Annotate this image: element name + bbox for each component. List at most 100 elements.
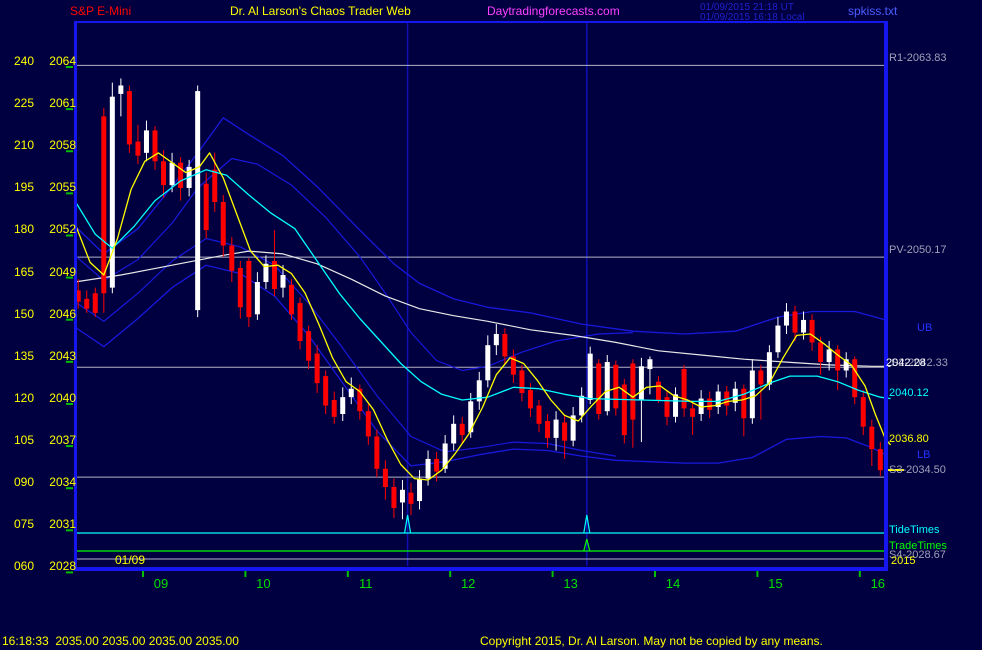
- y-axis-minutes-label: 165: [13, 264, 34, 279]
- x-axis-hour-label: 13: [563, 576, 578, 591]
- timestamp-local: 01/09/2015 16:18 Local: [700, 12, 805, 23]
- y-axis-tick: [66, 360, 73, 363]
- right-label-s3-2034-50: S3-2034.50: [889, 464, 946, 476]
- candle-body: [587, 353, 593, 400]
- right-label-s2-2042-33: S2-2042.33: [891, 357, 948, 369]
- candle-body: [877, 449, 883, 471]
- candle-body: [510, 356, 516, 375]
- x-axis-tick: [551, 571, 554, 577]
- candle-body: [229, 245, 235, 271]
- candle-body: [399, 489, 405, 503]
- right-label-s4-2028-67: S4-2028.67: [889, 549, 946, 561]
- copyright-notice: Copyright 2015, Dr. Al Larson. May not b…: [480, 634, 823, 648]
- y-axis-minutes-label: 225: [13, 96, 34, 111]
- candle-body: [126, 91, 132, 145]
- y-axis-minutes-label: 195: [13, 180, 34, 195]
- candle-body: [664, 397, 670, 417]
- chart-border-right: [884, 21, 888, 571]
- candle-body: [425, 458, 431, 479]
- candle-body: [536, 405, 542, 424]
- y-axis-price-label: 2043: [49, 348, 76, 363]
- candle-body: [391, 487, 397, 509]
- candle-body: [502, 333, 508, 357]
- quote-status-line: 16:18:33 2035.00 2035.00 2035.00 2035.00: [2, 634, 239, 648]
- y-axis-price-label: 2028: [49, 559, 76, 574]
- x-axis-hour-label: 12: [460, 576, 476, 591]
- right-label-ub: UB: [917, 322, 933, 334]
- y-axis-tick: [66, 66, 73, 68]
- series-lower-band-inner: [74, 237, 616, 457]
- candle-body: [741, 388, 747, 419]
- site-link[interactable]: Daytradingforecasts.com: [487, 4, 620, 18]
- right-label-tidetimes: TideTimes: [889, 524, 940, 536]
- instrument-label: S&P E-Mini: [70, 4, 132, 18]
- data-file-link[interactable]: spkiss.txt: [848, 4, 898, 18]
- candle-body: [161, 161, 167, 186]
- y-axis-tick: [66, 529, 73, 532]
- right-label-2042-28: 2042.28: [886, 357, 926, 369]
- y-axis-minutes-label: 075: [13, 517, 34, 532]
- y-axis-minutes-label: 240: [13, 54, 34, 68]
- y-axis-tick: [66, 445, 73, 448]
- right-label-lb: LB: [917, 449, 931, 461]
- candle-body: [434, 458, 440, 472]
- candle-body: [801, 319, 807, 333]
- timestamp-ut: 01/09/2015 21:18 UT: [700, 2, 794, 13]
- candle-body: [382, 468, 388, 488]
- candle-body: [408, 492, 414, 504]
- y-axis-price-label: 2061: [49, 96, 76, 111]
- y-axis-tick: [66, 276, 73, 279]
- candle-body: [84, 298, 90, 309]
- candle-body: [323, 376, 329, 406]
- candle-body: [545, 421, 551, 438]
- y-axis-tick: [66, 234, 73, 237]
- x-axis-tick: [858, 571, 861, 577]
- y-axis-minutes-label: 060: [13, 559, 34, 574]
- candle-body: [331, 399, 337, 417]
- candle-body: [519, 370, 525, 393]
- candle-body: [135, 141, 141, 156]
- candle-body: [553, 419, 559, 438]
- right-label-2015: 2015: [891, 555, 916, 567]
- candle-body: [143, 130, 149, 153]
- candle-body: [365, 411, 371, 437]
- candle-body: [818, 342, 824, 363]
- series-lower-band-outer: [74, 264, 886, 467]
- y-axis-minutes-label: 210: [13, 138, 34, 153]
- candle-body: [715, 391, 721, 407]
- y-axis-tick: [66, 150, 73, 153]
- candle-body: [792, 311, 798, 333]
- candle-body: [681, 369, 687, 409]
- y-axis-price-label: 2064: [49, 54, 76, 68]
- x-axis-tick: [756, 571, 759, 577]
- candle-body: [118, 85, 124, 94]
- candle-body: [630, 363, 636, 420]
- series-yellow-fast-ma: [74, 152, 892, 481]
- y-axis-price-label: 2046: [49, 306, 76, 321]
- y-axis-minutes-label: 105: [13, 433, 34, 448]
- candle-body: [101, 116, 107, 294]
- right-label-pv-2050-17: PV-2050.17: [889, 244, 947, 256]
- candle-body: [647, 359, 653, 370]
- candle-body: [562, 422, 568, 441]
- candle-body: [468, 401, 474, 433]
- candle-body: [109, 96, 115, 288]
- candle-body: [237, 267, 243, 308]
- candle-body: [476, 380, 482, 402]
- candle-body: [775, 325, 781, 353]
- y-axis-tick: [66, 571, 73, 574]
- y-axis-price-label: 2055: [49, 180, 76, 195]
- candle-body: [195, 91, 201, 311]
- candle-body: [169, 162, 175, 186]
- candle-body: [374, 436, 380, 469]
- candle-body: [732, 388, 738, 403]
- candle-body: [254, 282, 260, 315]
- candle-body: [613, 364, 619, 409]
- candle-body: [340, 397, 346, 414]
- candle-body: [621, 384, 627, 436]
- candle-body: [493, 333, 499, 346]
- x-axis-tick: [654, 571, 656, 577]
- candle-body: [749, 370, 755, 419]
